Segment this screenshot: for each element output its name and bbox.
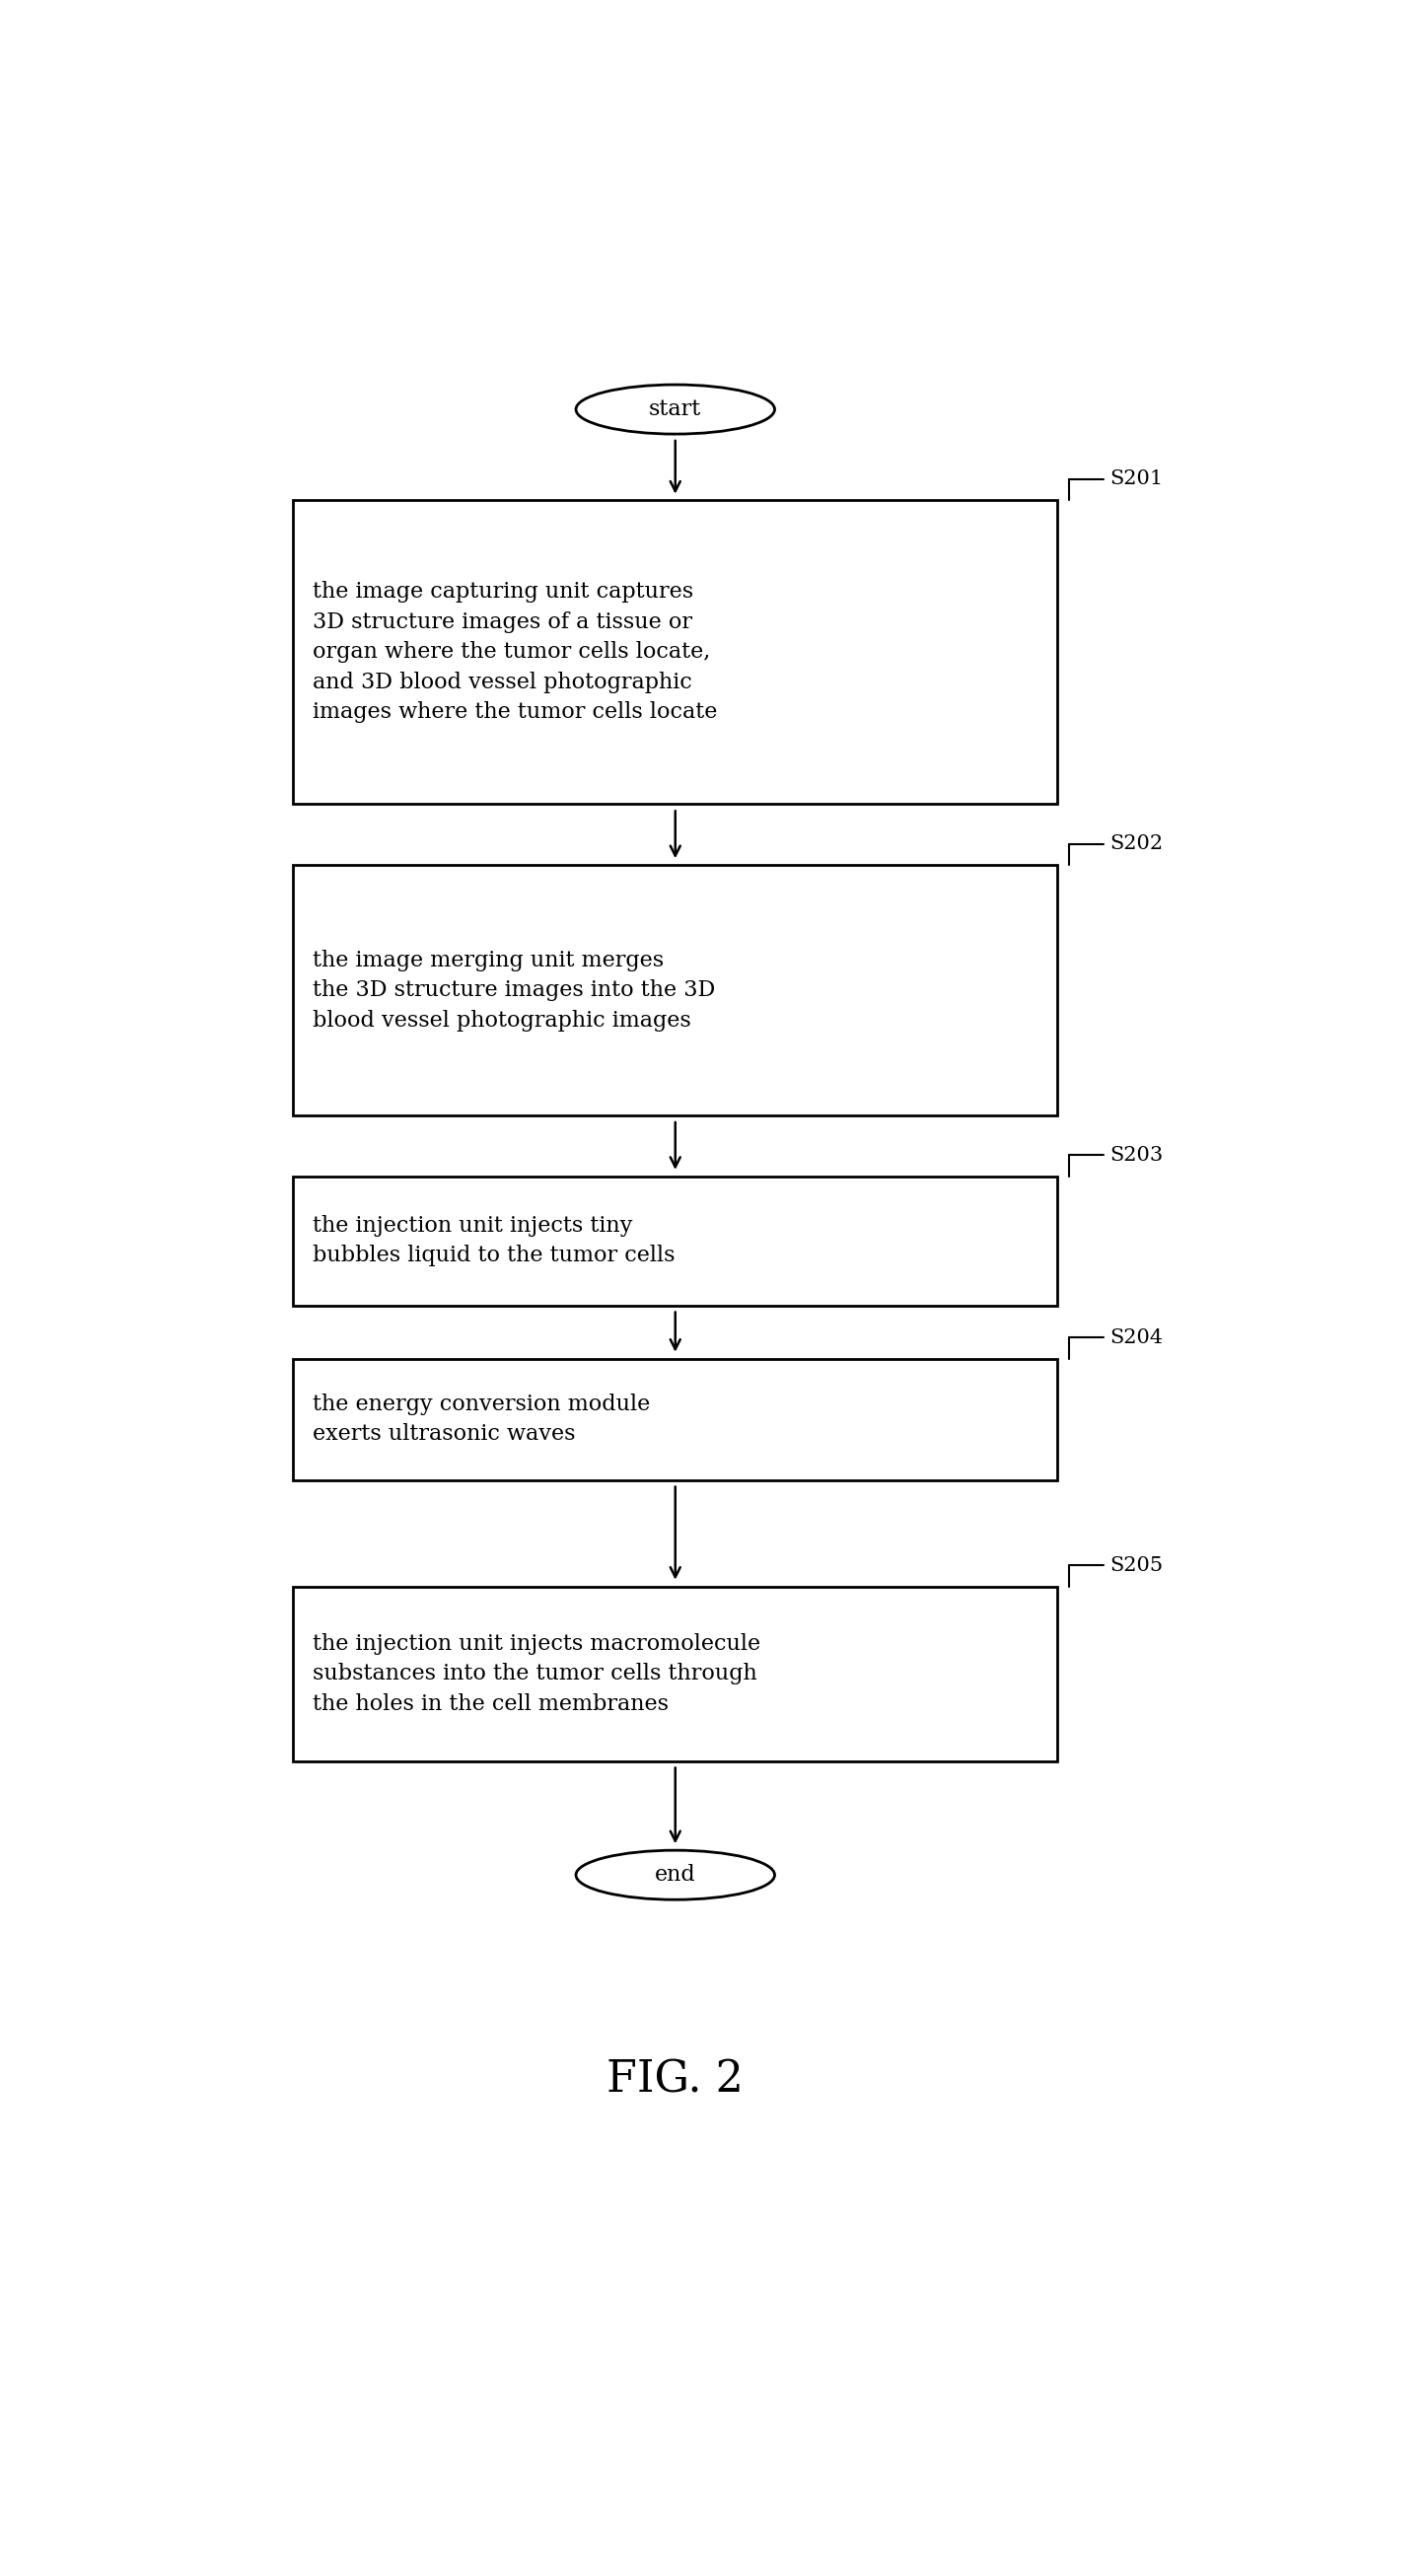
- FancyBboxPatch shape: [293, 866, 1058, 1115]
- Text: S204: S204: [1110, 1329, 1162, 1347]
- Text: FIG. 2: FIG. 2: [607, 2058, 744, 2102]
- Text: S202: S202: [1110, 835, 1162, 853]
- Text: the injection unit injects macromolecule
substances into the tumor cells through: the injection unit injects macromolecule…: [313, 1633, 760, 1716]
- Text: the image capturing unit captures
3D structure images of a tissue or
organ where: the image capturing unit captures 3D str…: [313, 582, 717, 724]
- Text: end: end: [654, 1865, 695, 1886]
- FancyBboxPatch shape: [293, 1177, 1058, 1306]
- Text: S205: S205: [1110, 1556, 1162, 1574]
- Text: the injection unit injects tiny
bubbles liquid to the tumor cells: the injection unit injects tiny bubbles …: [313, 1216, 674, 1267]
- Text: start: start: [650, 399, 701, 420]
- Ellipse shape: [575, 1850, 774, 1899]
- Ellipse shape: [575, 384, 774, 433]
- Text: the image merging unit merges
the 3D structure images into the 3D
blood vessel p: the image merging unit merges the 3D str…: [313, 951, 715, 1030]
- FancyBboxPatch shape: [293, 1587, 1058, 1762]
- Text: S203: S203: [1110, 1146, 1162, 1164]
- Text: S201: S201: [1110, 469, 1162, 489]
- Text: the energy conversion module
exerts ultrasonic waves: the energy conversion module exerts ultr…: [313, 1394, 650, 1445]
- FancyBboxPatch shape: [293, 1358, 1058, 1481]
- FancyBboxPatch shape: [293, 500, 1058, 804]
